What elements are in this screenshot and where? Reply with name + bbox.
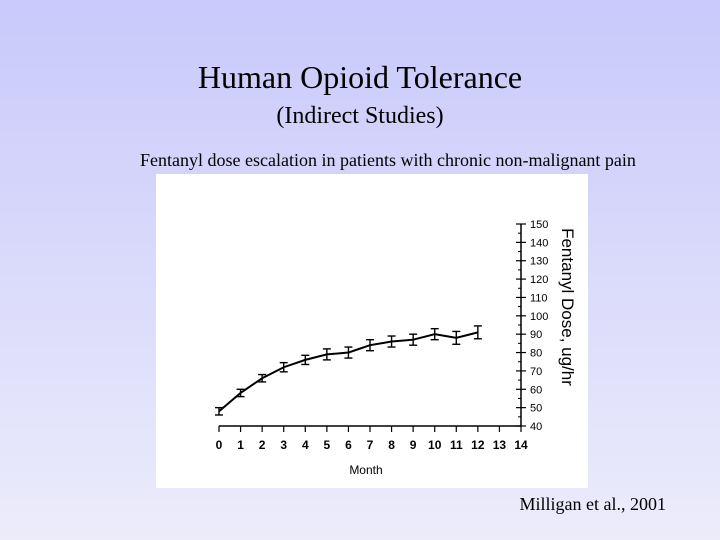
y-tick-label: 40 bbox=[530, 421, 542, 433]
y-axis: 40 50 60 70 80 90 100 110 120 130 140 150 bbox=[516, 219, 548, 433]
x-tick-label: 0 bbox=[216, 438, 223, 452]
slide-subtitle: (Indirect Studies) bbox=[276, 103, 444, 129]
citation: Milligan et al., 2001 bbox=[519, 494, 666, 514]
x-tick-label: 12 bbox=[471, 438, 485, 452]
x-tick-label: 2 bbox=[259, 438, 266, 452]
x-tick-label: 3 bbox=[280, 438, 287, 452]
x-tick-label: 14 bbox=[514, 438, 528, 452]
y-tick-label: 130 bbox=[530, 256, 548, 268]
x-tick-label: 5 bbox=[324, 438, 331, 452]
x-tick-label: 7 bbox=[367, 438, 374, 452]
y-axis-title: Fentanyl Dose, ug/hr bbox=[558, 228, 577, 386]
x-tick-label: 13 bbox=[493, 438, 507, 452]
y-tick-label: 150 bbox=[530, 219, 548, 231]
fentanyl-dose-chart: 0 1 2 3 4 5 6 7 8 9 10 11 12 13 14 4050607080901001101… bbox=[215, 219, 577, 477]
x-tick-label: 1 bbox=[237, 438, 244, 452]
x-tick-label: 9 bbox=[410, 438, 417, 452]
y-tick-label: 60 bbox=[530, 384, 542, 396]
y-tick-label: 50 bbox=[530, 403, 542, 415]
slide-title: Human Opioid Tolerance bbox=[197, 59, 523, 95]
x-tick-label: 6 bbox=[345, 438, 352, 452]
y-tick-label: 90 bbox=[530, 329, 542, 341]
x-tick-label: 10 bbox=[428, 438, 442, 452]
x-tick-label: 11 bbox=[450, 438, 463, 452]
x-tick-label: 4 bbox=[302, 438, 309, 452]
series-line bbox=[218, 331, 479, 413]
y-tick-label: 70 bbox=[530, 366, 542, 378]
chart-caption: Fentanyl dose escalation in patients wit… bbox=[140, 150, 636, 170]
y-tick-label: 100 bbox=[530, 311, 548, 323]
error-bars bbox=[215, 325, 482, 416]
series bbox=[218, 331, 479, 413]
x-axis: 0 1 2 3 4 5 6 7 8 9 10 11 12 13 14 bbox=[216, 425, 528, 452]
y-tick-label: 110 bbox=[530, 292, 548, 304]
chart-panel: 0 1 2 3 4 5 6 7 8 9 10 11 12 13 14 40 50 60 70 80 90 100 110 1… bbox=[156, 174, 588, 488]
x-axis-title: Month bbox=[349, 463, 382, 477]
x-tick-label: 8 bbox=[388, 438, 395, 452]
y-tick-label: 120 bbox=[530, 274, 548, 286]
y-tick-label: 80 bbox=[530, 348, 542, 360]
y-tick-label: 140 bbox=[530, 237, 548, 249]
